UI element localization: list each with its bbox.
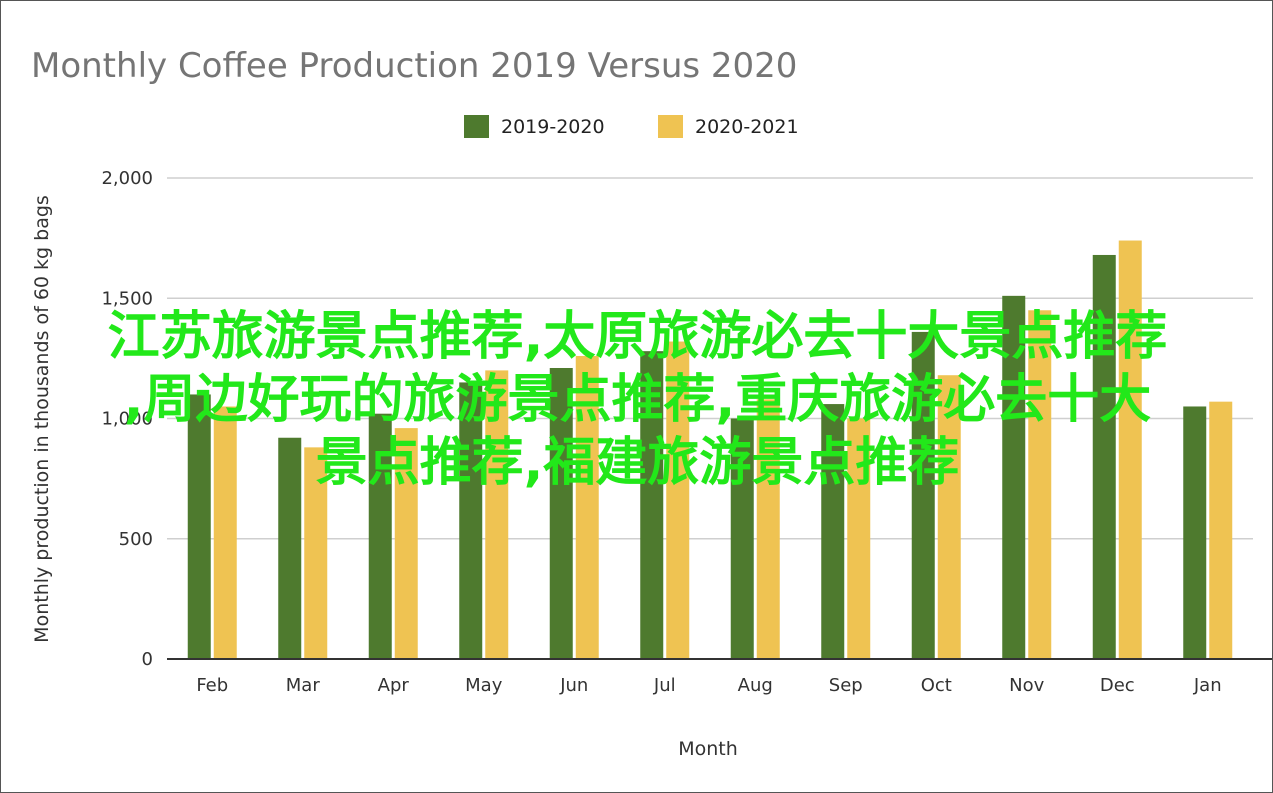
y-tick-label: 2,000 [101, 168, 153, 189]
bar-2019-2020-Apr [368, 413, 392, 659]
legend: 2019-2020 2020-2021 [464, 115, 799, 138]
x-axis-label: Month [678, 738, 738, 760]
bar-2020-2021-Oct [937, 375, 961, 659]
x-tick-label: Aug [738, 675, 773, 696]
x-tick-label: Sep [829, 675, 863, 696]
bar-2020-2021-May [485, 370, 509, 659]
bar-2019-2020-Nov [1002, 295, 1026, 659]
y-axis-ticks: 0 500 1,000 1,500 2,000 [101, 168, 153, 670]
bar-2019-2020-Oct [911, 331, 935, 659]
legend-swatch [658, 115, 683, 138]
x-tick-label: Nov [1009, 675, 1044, 696]
bar-2019-2020-Jun [549, 367, 573, 659]
x-tick-label: Jun [559, 675, 588, 696]
bar-2020-2021-Jun [575, 355, 599, 659]
bar-2020-2021-Nov [1028, 310, 1052, 659]
legend-swatch [464, 115, 489, 138]
bar-2020-2021-Aug [756, 399, 780, 659]
legend-label: 2020-2021 [695, 116, 799, 138]
bar-2019-2020-Jan [1183, 406, 1207, 659]
x-tick-label: Dec [1100, 675, 1135, 696]
x-tick-label: Mar [286, 675, 321, 696]
gridlines [167, 177, 1253, 540]
bar-2020-2021-Mar [304, 447, 328, 659]
bar-2020-2021-Feb [213, 406, 237, 659]
y-tick-label: 500 [119, 529, 153, 550]
y-tick-label: 1,000 [101, 409, 153, 430]
bar-2019-2020-Feb [187, 394, 211, 659]
bar-2019-2020-Sep [821, 404, 845, 659]
bar-2019-2020-Dec [1092, 254, 1116, 659]
bar-2019-2020-Aug [730, 418, 754, 659]
x-tick-label: May [465, 675, 503, 696]
bar-2020-2021-Dec [1118, 240, 1142, 659]
chart-title: Monthly Coffee Production 2019 Versus 20… [31, 46, 797, 86]
bars [167, 240, 1272, 660]
bar-2019-2020-Jul [640, 351, 664, 659]
bar-2020-2021-Jan [1209, 401, 1233, 659]
bar-2020-2021-Sep [847, 418, 871, 659]
x-tick-label: Apr [378, 675, 410, 696]
y-axis-label: Monthly production in thousands of 60 kg… [31, 195, 53, 643]
x-tick-label: Jul [653, 675, 676, 696]
x-axis-ticks: Feb Mar Apr May Jun Jul Aug Sep Oct Nov Dec Jan [196, 675, 1221, 696]
x-tick-label: Jan [1193, 675, 1222, 696]
bar-2019-2020-May [459, 382, 483, 659]
bar-2020-2021-Apr [394, 428, 418, 659]
bar-2019-2020-Mar [278, 437, 302, 659]
legend-label: 2019-2020 [501, 116, 605, 138]
x-tick-label: Oct [921, 675, 952, 696]
bar-2020-2021-Jul [666, 341, 690, 659]
x-tick-label: Feb [196, 675, 228, 696]
y-tick-label: 0 [142, 649, 153, 670]
y-tick-label: 1,500 [101, 288, 153, 309]
